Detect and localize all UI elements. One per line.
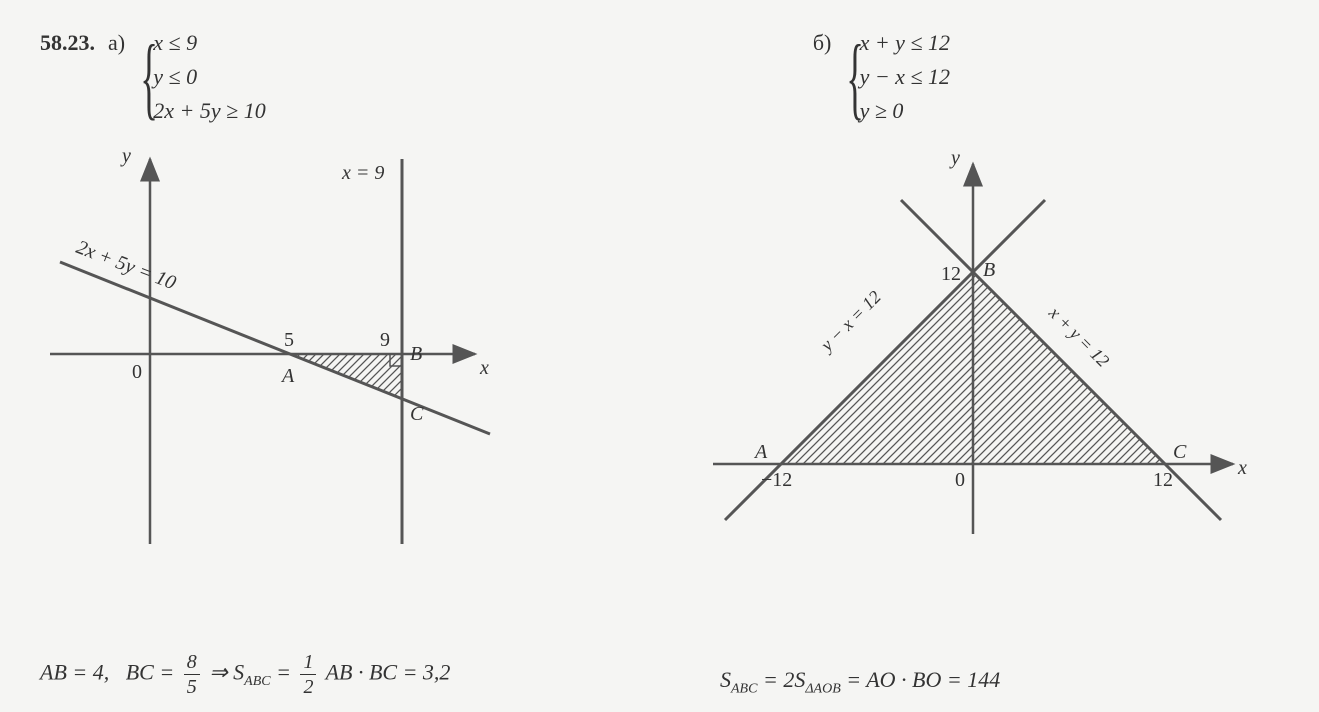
svg-text:−12: −12 (761, 469, 792, 491)
svg-text:A: A (280, 365, 295, 387)
constraint-a1: x ≤ 9 (153, 30, 265, 56)
brace-icon: { (847, 36, 865, 119)
s-expr-b: AO · BO (866, 667, 941, 692)
svg-text:C: C (410, 403, 424, 425)
graph-b-svg: x y y − x = 12 x + y = 12 0 −12 12 12 A … (693, 134, 1253, 554)
svg-text:B: B (983, 259, 995, 281)
svg-text:9: 9 (380, 329, 390, 351)
svg-text:y: y (120, 145, 131, 167)
constraint-b3: y ≥ 0 (860, 98, 950, 124)
svg-text:C: C (1173, 441, 1187, 463)
s-value-a: 3,2 (423, 660, 451, 685)
part-a-label: а) (108, 30, 125, 56)
answer-b: SABC = 2SΔAOB = AO · BO = 144 (720, 667, 1000, 697)
svg-text:y − x = 12: y − x = 12 (815, 287, 884, 356)
constraint-b2: y − x ≤ 12 (860, 64, 950, 90)
graph-a: x y x = 9 2x + 5y = 10 0 5 9 A B C (40, 134, 573, 564)
svg-text:x: x (479, 357, 489, 379)
svg-text:B: B (410, 343, 422, 365)
s-value-b: 144 (967, 667, 1000, 692)
brace-icon: { (140, 36, 158, 119)
ab-value: 4 (93, 660, 104, 685)
svg-text:12: 12 (941, 263, 961, 285)
svg-text:12: 12 (1153, 469, 1173, 491)
problem-header-b: б) { x + y ≤ 12 y − x ≤ 12 y ≥ 0 (813, 30, 1279, 124)
svg-text:x = 9: x = 9 (341, 162, 384, 184)
system-a: { x ≤ 9 y ≤ 0 2x + 5y ≥ 10 (135, 30, 266, 124)
constraint-a3: 2x + 5y ≥ 10 (153, 98, 265, 124)
svg-text:0: 0 (955, 469, 965, 491)
part-a-column: 58.23. а) { x ≤ 9 y ≤ 0 2x + 5y ≥ 10 (40, 30, 573, 564)
constraint-a2: y ≤ 0 (153, 64, 265, 90)
graph-a-svg: x y x = 9 2x + 5y = 10 0 5 9 A B C (40, 134, 500, 554)
svg-text:0: 0 (132, 361, 142, 383)
svg-text:x: x (1237, 457, 1247, 479)
svg-text:2x + 5y = 10: 2x + 5y = 10 (73, 236, 179, 294)
graph-b: x y y − x = 12 x + y = 12 0 −12 12 12 A … (693, 134, 1279, 564)
svg-text:A: A (753, 441, 768, 463)
part-b-column: б) { x + y ≤ 12 y − x ≤ 12 y ≥ 0 (693, 30, 1279, 564)
constraint-b1: x + y ≤ 12 (860, 30, 950, 56)
problem-number: 58.23. (40, 30, 95, 56)
bc-fraction: 8 5 (184, 652, 200, 697)
system-b: { x + y ≤ 12 y − x ≤ 12 y ≥ 0 (841, 30, 950, 124)
s-formula-b: 2S (783, 667, 805, 692)
answer-a: AB = 4, BC = 8 5 ⇒ SABC = 1 2 AB · BC = … (40, 652, 450, 697)
s-formula-a: AB · BC (326, 660, 398, 685)
svg-text:5: 5 (284, 329, 294, 351)
part-b-label: б) (813, 30, 832, 56)
problem-header-a: 58.23. а) { x ≤ 9 y ≤ 0 2x + 5y ≥ 10 (40, 30, 573, 124)
svg-text:y: y (949, 147, 960, 169)
half-fraction: 1 2 (300, 652, 316, 697)
